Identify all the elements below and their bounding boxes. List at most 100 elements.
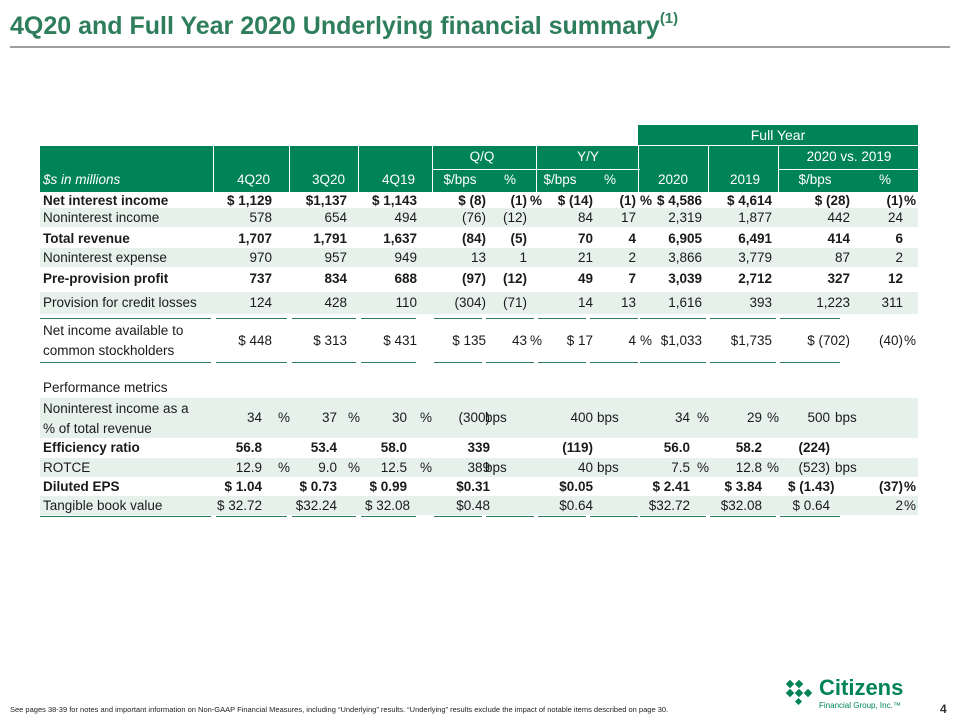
cell-qqu: % — [530, 333, 543, 348]
col-2020-header: 2020 — [657, 172, 688, 187]
section-underline — [710, 516, 776, 517]
cell-qqp: 43 — [511, 333, 527, 348]
table-row: Total revenue 1,707 1,791 1,637 (84) (5) 70 4 6,… — [40, 229, 918, 248]
header-vline-5 — [536, 146, 537, 192]
row-label-line2: common stockholders — [43, 343, 175, 358]
cell-vspu: % — [904, 479, 917, 494]
cell-vsp: (1) — [886, 193, 904, 208]
header-vline-8 — [778, 146, 779, 192]
cell-yyp: 17 — [620, 210, 636, 225]
cell-qqp: 1 — [519, 250, 527, 265]
row-label-line1: Net income available to — [43, 323, 184, 338]
table-row: Diluted EPS $ 1.04 $ 0.73 $ 0.99 $0.31 $0.05 $… — [40, 477, 918, 496]
cell-c3q20: $ 0.73 — [299, 479, 337, 494]
row-label: ROTCE — [43, 460, 91, 475]
row-label-line1: Noninterest income as a — [43, 401, 189, 416]
cell-yyp: (1) — [619, 193, 637, 208]
row-label: Diluted EPS — [43, 479, 120, 494]
cell-c4q19: 12.5 — [380, 460, 407, 475]
cell-c4q19: $ 431 — [383, 333, 417, 348]
cell-qqu: bps — [485, 460, 507, 475]
cell-c4q19: $ 32.08 — [365, 498, 411, 513]
row-label: Total revenue — [43, 231, 130, 246]
qq-bps-header: $/bps — [443, 172, 477, 187]
citizens-logo: Citizens Financial Group, Inc.™ — [785, 675, 905, 715]
header-vline-4 — [432, 146, 433, 192]
section-underline — [710, 318, 776, 319]
title-text: 4Q20 and Full Year 2020 Underlying finan… — [10, 12, 660, 40]
cell-yyp: 2 — [628, 250, 636, 265]
cell-vs: (523) — [798, 460, 830, 475]
cell-vs: $ 0.64 — [792, 498, 830, 513]
table-row: Efficiency ratio 56.8 53.4 58.0 339 (119) 56.0… — [40, 438, 918, 457]
cell-qq: (76) — [461, 210, 486, 225]
cell-c4q20: 1,707 — [238, 231, 272, 246]
cell-c4q20: $ 448 — [238, 333, 272, 348]
full-year-label: Full Year — [750, 127, 806, 143]
cell-c4q19: $ 0.99 — [369, 479, 407, 494]
cell-qqu: % — [530, 193, 543, 208]
cell-vspu: % — [904, 498, 917, 513]
section-underline — [434, 362, 482, 363]
cell-f2020: 1,616 — [668, 295, 702, 310]
citizens-logo-icon — [785, 679, 813, 705]
cell-c3q20: $ 313 — [313, 333, 347, 348]
cell-f2019: 29 — [746, 410, 762, 425]
col-2019-header: 2019 — [729, 172, 760, 187]
cell-yyu: bps — [597, 410, 619, 425]
section-label: Performance metrics — [43, 380, 168, 395]
section-underline — [538, 516, 586, 517]
cell-f2020: 56.0 — [663, 440, 690, 455]
section-underline — [590, 362, 638, 363]
cell-yyu: % — [640, 193, 653, 208]
section-underline — [292, 318, 356, 319]
cell-yyp: 4 — [628, 333, 636, 348]
header-vline-3 — [358, 146, 359, 192]
section-underline — [216, 516, 287, 517]
cell-c3q20: $1,137 — [305, 193, 347, 208]
section-underline — [590, 516, 638, 517]
cell-f2020u: % — [697, 410, 710, 425]
row-label: Pre-provision profit — [43, 271, 169, 286]
header-vline-6 — [638, 146, 639, 192]
section-underline — [361, 362, 416, 363]
cell-f2019: 2,712 — [738, 271, 772, 286]
cell-vsp: 311 — [881, 295, 903, 310]
cell-f2020: $32.72 — [648, 498, 690, 513]
cell-f2019: $1,735 — [730, 333, 772, 348]
cell-f2019: 1,877 — [738, 210, 772, 225]
cell-yy: 49 — [577, 271, 593, 286]
cell-qq: (97) — [461, 271, 486, 286]
cell-f2020: 2,319 — [668, 210, 702, 225]
cell-c4q20: 56.8 — [235, 440, 262, 455]
table-row: Provision for credit losses 124 428 110 (304… — [40, 292, 918, 314]
cell-vsp: 6 — [895, 231, 903, 246]
yy-pct-header: % — [603, 172, 616, 187]
cell-qq: (84) — [461, 231, 486, 246]
cell-c4q20: 970 — [249, 250, 272, 265]
section-underline — [710, 362, 776, 363]
cell-c4q19u: % — [420, 460, 433, 475]
section-underline — [434, 318, 482, 319]
table-row: Net interest income $ 1,129 $1,137 $ 1,143 $… — [40, 191, 918, 210]
cell-vs: 500 — [807, 410, 830, 425]
cell-qq: (300) — [458, 410, 490, 425]
logo-name: Citizens — [819, 675, 904, 700]
section-underline — [486, 318, 534, 319]
cell-yy: $ (14) — [557, 193, 593, 208]
section-underline — [538, 318, 586, 319]
row-label: Noninterest income — [43, 210, 160, 225]
section-underline — [361, 516, 416, 517]
cell-c3q20: 834 — [324, 271, 347, 286]
cell-c3q20: 1,791 — [313, 231, 347, 246]
cell-c3q20: 428 — [324, 295, 347, 310]
row-label: Net interest income — [43, 193, 169, 208]
section-underline — [780, 516, 840, 517]
cell-f2019u: % — [767, 460, 780, 475]
cell-f2019: 3,779 — [738, 250, 772, 265]
cell-vs: 442 — [827, 210, 850, 225]
cell-f2020: 7.5 — [671, 460, 690, 475]
cell-vs: 87 — [834, 250, 850, 265]
col-4q19-header: 4Q19 — [381, 172, 415, 187]
cell-f2020: $ 2.41 — [652, 479, 690, 494]
